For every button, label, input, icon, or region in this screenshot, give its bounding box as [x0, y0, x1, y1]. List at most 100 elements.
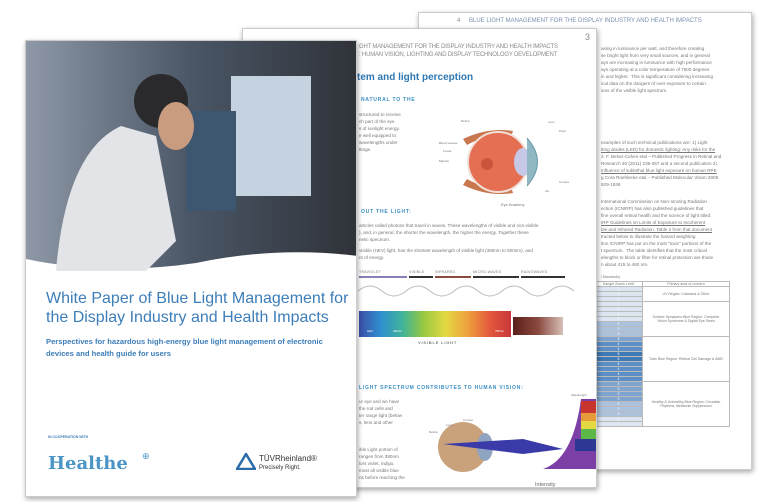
text-line: ter range light (below	[359, 413, 402, 418]
table-caption: l Standards)	[601, 275, 620, 279]
tuv-tagline: Precisely Right.	[259, 465, 301, 471]
text-line: structured to receive	[359, 112, 401, 117]
cover-subtitle: Perspectives for hazardous high-energy b…	[46, 337, 323, 358]
text-line: IRP Guidelines on Limits of Exposure to …	[601, 220, 706, 225]
concern-cell: Healthy & Unhealthy Blue Region: Circadi…	[642, 381, 730, 427]
cover-title: White Paper of Blue Light Management for…	[46, 290, 349, 326]
danger-zones-table: Danger Zones Level Primary area of concer…	[594, 281, 730, 427]
text-line: ), and, in general, the shorter the wave…	[359, 230, 529, 235]
spectrum-band-label: INFRARED	[435, 269, 471, 278]
label-lens: Lens	[548, 120, 555, 124]
healthe-logo: Healthe	[48, 453, 128, 474]
cover-photo-stressed-man-at-computer	[26, 41, 356, 271]
text-line: in and higher. This is significant consi…	[601, 74, 714, 79]
page-number: 4	[457, 18, 461, 24]
text-line: most all visible blue	[359, 468, 399, 473]
tick-780nm: 780nm	[495, 329, 505, 333]
text-line: se bright light from very small sources,…	[601, 53, 710, 58]
table-row: 3 Toxic Blue Region: Retinal Cell Damage …	[594, 336, 730, 382]
text-line: ble and Infrared Radiation. Table 2 from…	[601, 227, 712, 232]
text-line: t spectrum. The table identifies that th…	[601, 248, 707, 253]
eye-anatomy-illustration	[463, 130, 538, 194]
text-line: examples of such technical publications …	[601, 140, 708, 145]
tuv-logo: TÜVRheinland®	[259, 454, 317, 463]
text-line: e well equipped to	[359, 133, 397, 138]
label-retina: Retina	[461, 119, 470, 123]
text-line: ays are increasing in luminance with hig…	[601, 60, 712, 65]
paragraph: examples of such technical publications …	[601, 139, 721, 188]
table-row: 1 UV Region: Cataracts & Other	[594, 286, 730, 302]
text-line: wavelengths under	[359, 140, 398, 145]
text-line: visible (HEV) light, has the shortest wa…	[359, 248, 533, 253]
text-line: asing in luminance per watt, and therefo…	[601, 46, 705, 51]
tick-hev: HEV	[367, 329, 374, 333]
text-line: ns before reaching the	[359, 475, 405, 480]
text-line: ur eye and we have	[359, 399, 400, 404]
label-lens: Lens	[446, 423, 453, 427]
text-line: tting diodes (LED) for domestic lighting…	[601, 147, 716, 152]
text-line: g Cora Roehlecke etal – Published Molecu…	[601, 175, 719, 180]
label-retina: Retina	[429, 430, 438, 434]
text-line: s, lens and other	[359, 420, 393, 425]
subheading: OUT THE LIGHT:	[361, 209, 412, 215]
text-line: lors violet, indigo,	[359, 461, 395, 466]
paragraph: visible (HEV) light, has the shortest wa…	[359, 247, 533, 261]
paragraph: structured to receive ch part of the eye s…	[359, 111, 401, 153]
plus-shield-icon: ⊕	[142, 451, 150, 461]
text-line: s of sunlight energy.	[359, 126, 400, 131]
text-line: tracted below to illustrate the hazard w…	[601, 234, 696, 239]
text-line: ays operating at a color temperature of …	[601, 67, 710, 72]
label-macula: Macula	[439, 159, 449, 163]
danger-level-cell: 1	[594, 421, 643, 427]
subheading: LIGHT SPECTRUM CONTRIBUTES TO HUMAN VISI…	[359, 385, 524, 391]
running-header: : HUMAN VISION, LIGHTING AND DISPLAY TEC…	[359, 52, 558, 58]
visible-spectrum-bar	[359, 311, 511, 337]
figure-caption: Eye Anatomy	[501, 202, 525, 207]
text-line: 2. F. Behar-Cohen etal – Published Progr…	[601, 154, 722, 159]
paragraph: International Commission on Non-Ionizing…	[601, 198, 713, 268]
cover-text-block: White Paper of Blue Light Management for…	[46, 289, 354, 360]
paragraph: asing in luminance per watt, and therefo…	[601, 45, 713, 94]
label-cornea: Cornea	[559, 180, 569, 184]
label-cornea: Cornea	[463, 418, 473, 422]
paragraph: ur eye and we have the rod cells and ter r…	[359, 398, 402, 426]
label-pupil: Pupil	[559, 129, 566, 133]
cover-page: White Paper of Blue Light Management for…	[25, 40, 357, 497]
label-intensity: Intensity	[535, 482, 556, 488]
paragraph: ible Light portion of ranges from 380nm lo…	[359, 446, 405, 481]
spectrum-band-label: MICRO-WAVES	[473, 269, 519, 278]
text-line: 929-1938	[601, 182, 621, 187]
text-line: ection (ICNIRP) has also published guide…	[601, 206, 704, 211]
spectrum-band-label: RADIOWAVES	[521, 269, 565, 278]
wave-line	[358, 285, 575, 297]
text-line: ical data on the dangers of over exposur…	[601, 81, 706, 86]
paragraph: articles called photons that travel in w…	[359, 222, 538, 243]
text-line: nt of energy.	[359, 255, 385, 260]
text-line: ible Light portion of	[359, 447, 398, 452]
text-line: tion ICNIRP has put on the most "toxic" …	[601, 241, 712, 246]
subheading: NATURAL TO THE	[361, 97, 416, 103]
text-line: Influence of sublethal blue light exposu…	[601, 168, 717, 173]
text-line: articles called photons that travel in w…	[359, 223, 539, 228]
label-blood-vessels: Blood vessels	[439, 141, 458, 145]
tick-400nm: 400nm	[393, 329, 403, 333]
text-line: International Commission on Non-Ionizing…	[601, 199, 707, 204]
concern-cell: Toxic Blue Region: Retinal Cell Damage &…	[642, 336, 730, 382]
vision-spectrum-illustration	[438, 399, 596, 472]
concern-cell: Surface Symptoms Blue Region: Computer V…	[642, 301, 730, 337]
text-line: n about 415 to 460 nm.	[601, 262, 649, 267]
label-wavelength: Wavelength	[571, 393, 587, 397]
text-line: ions of the visible light spectrum.	[601, 88, 668, 93]
label-iris: Iris	[545, 189, 549, 193]
text-line: elengths to block or filter for retinal …	[601, 255, 714, 260]
spectrum-band-label: TRAVIOLET	[359, 269, 407, 278]
text-line: ranges from 380nm	[359, 454, 399, 459]
text-line: fine overall retinal health and the scie…	[601, 213, 712, 218]
text-line: ch part of the eye	[359, 119, 395, 124]
text-line: ttings.	[359, 147, 372, 152]
label-fovea: Fovea	[443, 149, 452, 153]
text-line: the rod cells and	[359, 406, 393, 411]
infrared-bar	[513, 317, 563, 335]
spectrum-caption: VISIBLE LIGHT	[418, 340, 458, 345]
text-line: netic spectrum.	[359, 237, 391, 242]
